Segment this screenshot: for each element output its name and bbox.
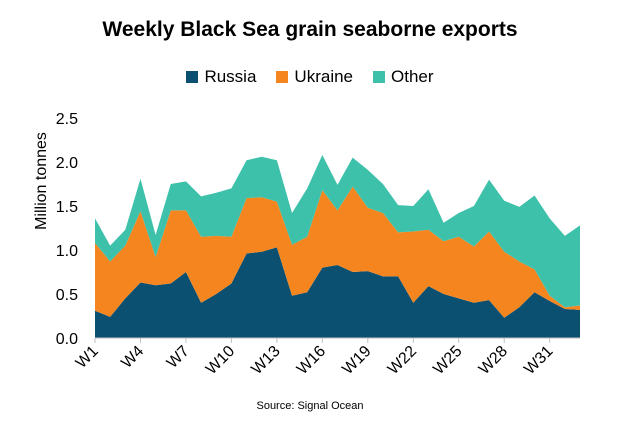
x-tick-label: W28 bbox=[476, 343, 511, 378]
y-tick-label: 0.0 bbox=[56, 331, 78, 348]
chart-title: Weekly Black Sea grain seaborne exports bbox=[102, 18, 518, 41]
legend-label-other: Other bbox=[391, 67, 434, 86]
legend-swatch-russia bbox=[186, 71, 199, 83]
legend-item-ukraine: Ukraine bbox=[276, 67, 353, 87]
legend: Russia Ukraine Other bbox=[0, 67, 620, 87]
legend-swatch-ukraine bbox=[276, 71, 289, 83]
source-note: Source: Signal Ocean bbox=[256, 400, 364, 412]
y-tick-label: 1.0 bbox=[56, 243, 78, 260]
series-area-ukraine bbox=[95, 186, 580, 318]
x-tick-label: W31 bbox=[521, 343, 556, 378]
y-tick-label: 0.5 bbox=[56, 287, 78, 304]
y-tick-label: 2.5 bbox=[56, 111, 78, 128]
x-tick-label: W25 bbox=[430, 343, 465, 378]
legend-item-russia: Russia bbox=[186, 67, 256, 87]
series-area-russia bbox=[95, 247, 580, 338]
x-tick-label: W16 bbox=[294, 343, 329, 378]
y-tick-label: 2.0 bbox=[56, 155, 78, 172]
legend-item-other: Other bbox=[373, 67, 434, 87]
x-tick-label: W22 bbox=[385, 343, 420, 378]
legend-label-ukraine: Ukraine bbox=[294, 67, 354, 86]
x-tick-label: W10 bbox=[203, 343, 238, 378]
x-tick-label: W4 bbox=[118, 343, 147, 372]
x-tick-label: W13 bbox=[248, 343, 283, 378]
legend-label-russia: Russia bbox=[204, 67, 257, 86]
legend-swatch-other bbox=[373, 71, 386, 83]
y-tick-label: 1.5 bbox=[56, 199, 78, 216]
series-area-other bbox=[95, 154, 580, 308]
x-tick-label: W19 bbox=[339, 343, 374, 378]
x-tick-label: W7 bbox=[164, 343, 193, 372]
